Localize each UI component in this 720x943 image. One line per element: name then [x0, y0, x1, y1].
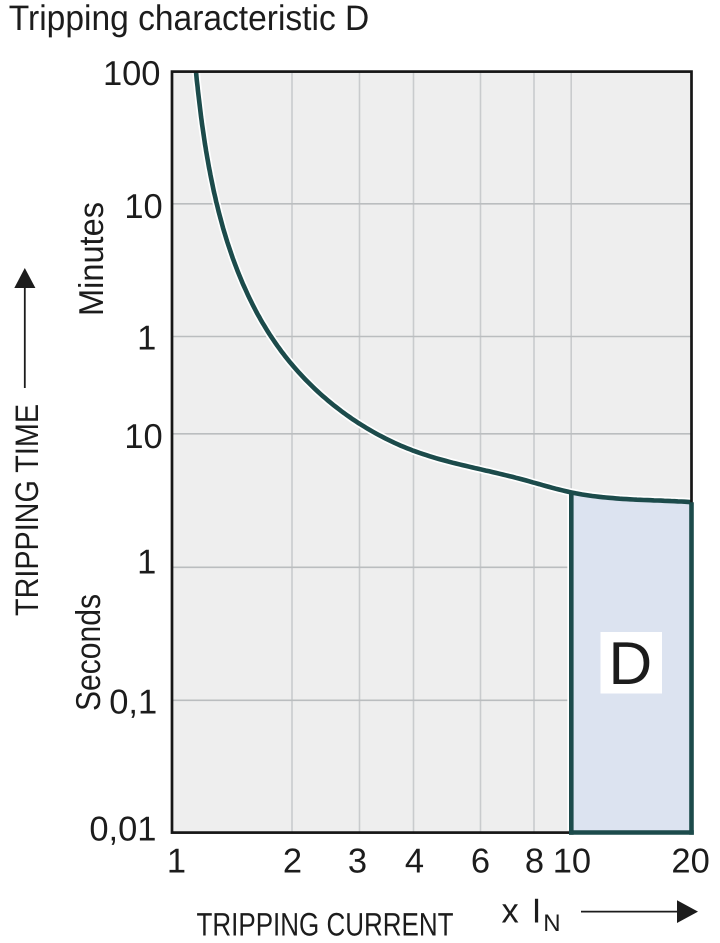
svg-text:10: 10	[553, 843, 591, 881]
svg-text:N: N	[543, 910, 560, 937]
svg-text:0,1: 0,1	[109, 683, 157, 721]
svg-text:D: D	[608, 629, 652, 697]
svg-text:Minutes: Minutes	[73, 202, 111, 316]
svg-text:1: 1	[167, 843, 186, 881]
svg-text:1: 1	[137, 320, 156, 358]
svg-text:6: 6	[471, 843, 490, 881]
svg-text:TRIPPING TIME: TRIPPING TIME	[8, 404, 45, 616]
svg-text:1: 1	[137, 544, 156, 582]
svg-text:8: 8	[525, 843, 544, 881]
svg-text:20: 20	[671, 843, 709, 881]
svg-text:10: 10	[124, 188, 162, 226]
svg-text:0,01: 0,01	[89, 810, 156, 848]
svg-text:Tripping characteristic D: Tripping characteristic D	[9, 0, 370, 38]
svg-text:Seconds: Seconds	[70, 594, 108, 711]
svg-text:I: I	[532, 893, 542, 931]
svg-text:10: 10	[124, 418, 162, 456]
svg-text:x: x	[502, 893, 519, 931]
svg-text:2: 2	[283, 843, 302, 881]
svg-text:4: 4	[405, 843, 424, 881]
svg-text:100: 100	[103, 55, 161, 93]
svg-text:3: 3	[348, 843, 367, 881]
svg-text:TRIPPING CURRENT: TRIPPING CURRENT	[197, 905, 454, 942]
